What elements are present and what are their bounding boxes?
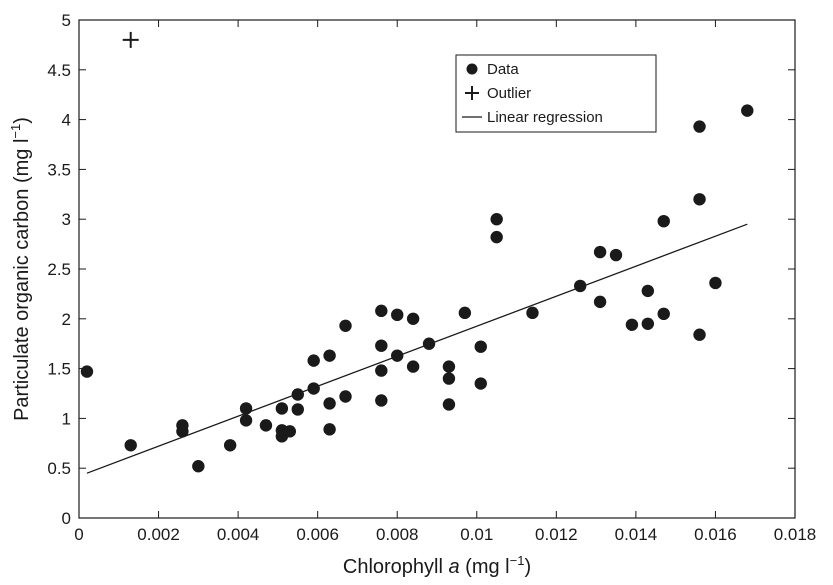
data-point (375, 304, 388, 318)
data-point (625, 318, 639, 331)
data-point (291, 388, 304, 401)
data-point (490, 230, 503, 244)
legend-marker-outlier (465, 86, 479, 100)
data-point (406, 312, 420, 325)
data-point (458, 306, 472, 320)
data-point (176, 425, 189, 438)
data-point (239, 402, 253, 415)
y-tick-label: 3 (62, 210, 71, 229)
data-point (323, 397, 336, 410)
data-point (641, 317, 655, 330)
y-axis-label: Particulate organic carbon (mg l−1) (8, 117, 33, 421)
data-point (323, 423, 336, 436)
data-point (323, 349, 336, 362)
data-point (375, 364, 388, 377)
data-point (609, 248, 623, 262)
y-tick-label: 5 (62, 11, 71, 30)
y-tick-label: 1.5 (47, 360, 71, 379)
legend-label: Linear regression (487, 109, 603, 126)
data-point (307, 382, 320, 395)
data-point (391, 349, 404, 362)
data-point (192, 460, 205, 473)
data-point (406, 360, 420, 373)
data-point (259, 419, 273, 432)
data-point (275, 402, 289, 415)
x-tick-label: 0.01 (460, 525, 493, 544)
plot-frame (78, 19, 796, 519)
data-point (693, 193, 706, 206)
data-point (526, 306, 539, 320)
data-point (375, 339, 388, 352)
x-tick-label: 0.014 (615, 525, 658, 544)
legend-label: Data (487, 61, 519, 78)
x-tick-label: 0.016 (694, 525, 737, 544)
data-point (283, 425, 297, 438)
data-point (474, 340, 487, 353)
y-tick-label: 0.5 (47, 459, 71, 478)
y-tick-label: 4.5 (47, 61, 71, 80)
data-point (339, 390, 352, 403)
data-point (641, 284, 655, 298)
x-tick-label: 0 (74, 525, 83, 544)
data-point (422, 337, 436, 350)
data-point (391, 308, 404, 322)
data-point (709, 276, 722, 290)
data-point (339, 319, 352, 332)
data-point (593, 245, 607, 259)
data-point (490, 213, 503, 226)
legend-box (455, 54, 657, 133)
y-tick-label: 0 (62, 509, 71, 528)
y-tick-label: 3.5 (47, 160, 71, 179)
data-point (442, 372, 456, 385)
data-point (693, 328, 706, 341)
data-point (657, 214, 670, 228)
y-tick-label: 2.5 (47, 260, 71, 279)
data-point (375, 394, 388, 407)
data-point (223, 439, 237, 452)
data-point (442, 360, 456, 373)
y-tick-label: 2 (62, 310, 71, 329)
data-point (124, 439, 137, 452)
legend-marker-data (466, 63, 478, 75)
data-point (574, 279, 587, 293)
y-tick-label: 4 (62, 111, 71, 130)
regression-line (86, 223, 748, 474)
x-tick-label: 0.008 (376, 525, 419, 544)
data-point (307, 354, 320, 367)
x-axis-label: Chlorophyll a (mg l−1) (343, 553, 531, 578)
data-point (593, 295, 607, 309)
data-point (442, 398, 456, 411)
x-tick-label: 0.012 (535, 525, 578, 544)
data-point (657, 307, 670, 321)
x-tick-label: 0.002 (137, 525, 180, 544)
data-point (80, 365, 94, 378)
y-tick-label: 1 (62, 409, 71, 428)
outlier-marker (122, 31, 139, 48)
data-point (239, 414, 253, 427)
legend-label: Outlier (487, 85, 531, 102)
x-tick-label: 0.004 (217, 525, 260, 544)
data-point (693, 120, 706, 133)
x-tick-label: 0.006 (296, 525, 339, 544)
data-point (741, 104, 754, 117)
data-point (474, 377, 487, 390)
x-tick-label: 0.018 (774, 525, 817, 544)
data-point (291, 403, 304, 416)
